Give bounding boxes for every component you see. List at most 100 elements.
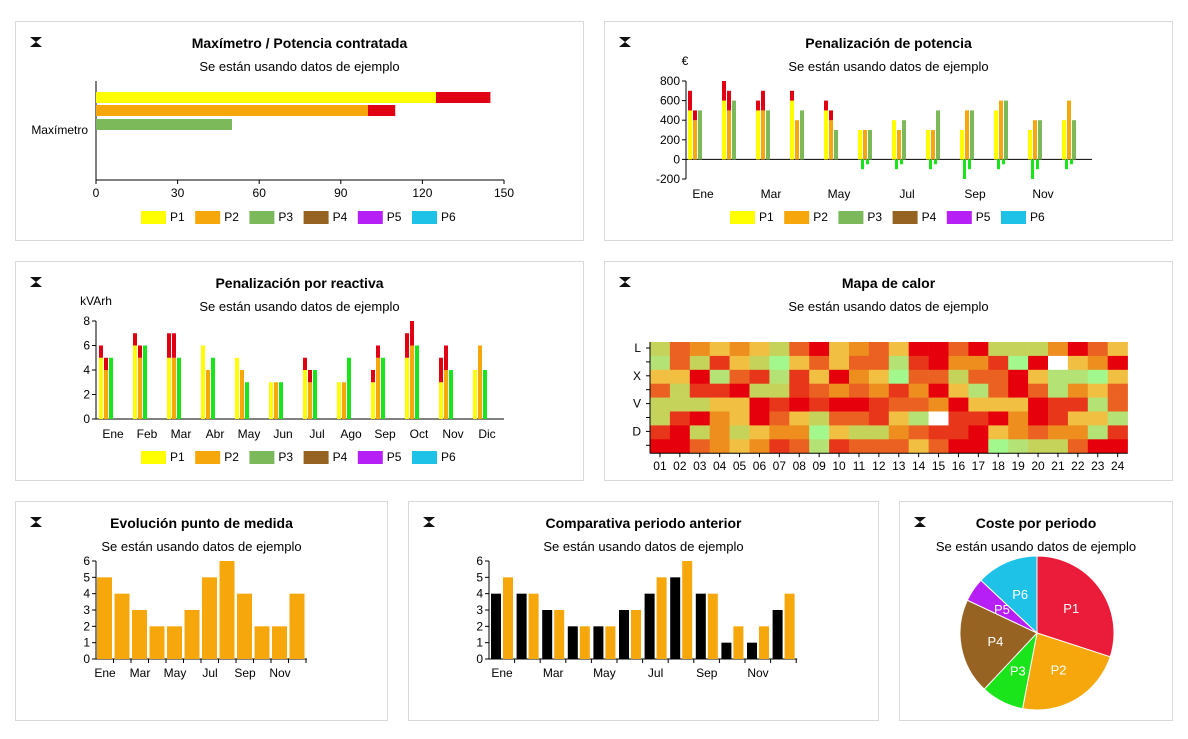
heatmap-cell <box>689 342 710 357</box>
heatmap-cell <box>948 342 969 357</box>
bar-p2 <box>138 357 142 419</box>
heatmap-cell <box>988 342 1009 357</box>
y-tick-label: 5 <box>83 570 90 584</box>
download-icon[interactable] <box>30 37 42 47</box>
bar-actual <box>528 593 539 659</box>
bar-negative-p3 <box>934 159 937 165</box>
panel-evolucion: Evolución punto de medida Se están usand… <box>15 501 388 721</box>
chart-title: Penalización por reactiva <box>215 275 384 291</box>
heatmap-cell <box>1067 411 1089 426</box>
x-tick-label: Sep <box>964 187 986 201</box>
bar-excess-p2 <box>172 333 176 358</box>
pie-label-p2: P2 <box>1051 662 1067 677</box>
bar-p3 <box>698 110 702 160</box>
heatmap-cell <box>849 397 870 412</box>
heatmap-cell <box>669 425 691 440</box>
download-icon[interactable] <box>914 517 926 527</box>
heatmap-cell <box>868 342 890 357</box>
heatmap-cell <box>1087 369 1108 384</box>
bar-anterior <box>644 593 655 659</box>
heatmap-cell <box>1008 369 1029 384</box>
download-icon[interactable] <box>423 517 435 527</box>
heatmap-cell <box>888 369 909 384</box>
bar-negative-p3 <box>929 159 932 170</box>
y-tick-label: 800 <box>660 74 680 88</box>
bar-excess-p2 <box>761 90 765 111</box>
bar-excess-p2 <box>138 345 142 358</box>
heatmap-cell <box>689 425 710 440</box>
evolucion-chart: 0 1 2 3 4 5 6 Ene Mar May Jul Sep Nov <box>83 554 307 680</box>
chart-title: Coste por periodo <box>975 515 1097 531</box>
legend-label-p2: P2 <box>224 210 239 224</box>
x-tick-label: 24 <box>1111 459 1125 473</box>
heatmap-cell <box>868 439 890 454</box>
heatmap-cell <box>988 411 1009 426</box>
heatmap-cell <box>1028 397 1049 412</box>
heatmap-cell <box>1107 369 1128 384</box>
heatmap-cell <box>729 411 750 426</box>
heatmap-cell <box>1048 369 1069 384</box>
heatmap-cell <box>849 342 870 357</box>
heatmap-cell <box>988 439 1009 454</box>
download-icon[interactable] <box>619 277 631 287</box>
bar-p2 <box>172 357 176 419</box>
heatmap-cell <box>928 369 949 384</box>
heatmap-cell <box>1008 383 1029 398</box>
bar-excess-p2 <box>104 357 108 370</box>
legend-label-p1: P1 <box>170 450 185 464</box>
heatmap-cell <box>908 355 929 371</box>
heatmap-cell <box>1028 355 1049 371</box>
bar-actual <box>503 577 513 659</box>
bar-evolucion <box>254 626 270 659</box>
x-tick-label: Abr <box>206 427 225 441</box>
heatmap-cell <box>650 411 671 426</box>
download-icon[interactable] <box>619 37 631 47</box>
heatmap-cell <box>968 383 989 398</box>
legend-label-p3: P3 <box>278 450 293 464</box>
pie-slice-p4 <box>959 599 1038 690</box>
x-tick-label: 0 <box>93 186 100 200</box>
bar-p1 <box>133 345 137 419</box>
x-tick-label: Oct <box>410 427 429 441</box>
heatmap-cell <box>789 342 810 357</box>
bar-excess-p1 <box>99 345 103 358</box>
download-icon[interactable] <box>30 517 42 527</box>
download-icon[interactable] <box>30 277 42 287</box>
bar-anterior <box>695 593 706 659</box>
heatmap-cell <box>968 397 989 412</box>
y-tick-label: 2 <box>476 619 483 633</box>
comparativa-chart: 0 1 2 3 4 5 6 Ene Mar May Jul Sep Nov <box>476 554 798 680</box>
bar-actual <box>733 626 744 659</box>
heatmap-cell <box>1008 425 1029 440</box>
bar-p2 <box>1033 120 1037 160</box>
heatmap-cell <box>749 342 770 357</box>
bar-p1 <box>201 345 205 419</box>
heatmap-cell <box>689 355 710 371</box>
heatmap-cell <box>809 411 830 426</box>
bar-anterior <box>772 610 783 659</box>
heatmap-cell <box>968 369 989 384</box>
heatmap-cell <box>749 397 770 412</box>
bar-p2 <box>96 105 368 116</box>
bar-evolucion <box>272 626 287 659</box>
panel-maximetro: Maxímetro / Potencia contratada Se están… <box>15 21 584 241</box>
bar-excess-p2 <box>444 345 448 370</box>
heatmap-cell <box>669 397 691 412</box>
x-tick-label: May <box>164 666 187 680</box>
bar-negative-p3 <box>1070 159 1073 165</box>
bar-p3 <box>834 130 838 160</box>
x-tick-label: 60 <box>253 186 267 200</box>
bar-actual <box>759 626 769 659</box>
legend-label-p6: P6 <box>441 450 456 464</box>
heatmap-cell <box>1107 425 1128 440</box>
x-tick-label: 06 <box>753 459 767 473</box>
heatmap-cell <box>749 383 770 398</box>
bar-p1 <box>405 357 409 419</box>
heatmap-cell <box>868 425 890 440</box>
heatmap-cell <box>749 425 770 440</box>
heatmap-cell <box>1008 411 1029 426</box>
heatmap-cell <box>709 439 730 454</box>
bar-p1 <box>269 382 273 419</box>
x-tick-label: 01 <box>653 459 667 473</box>
bar-p3 <box>211 357 215 419</box>
